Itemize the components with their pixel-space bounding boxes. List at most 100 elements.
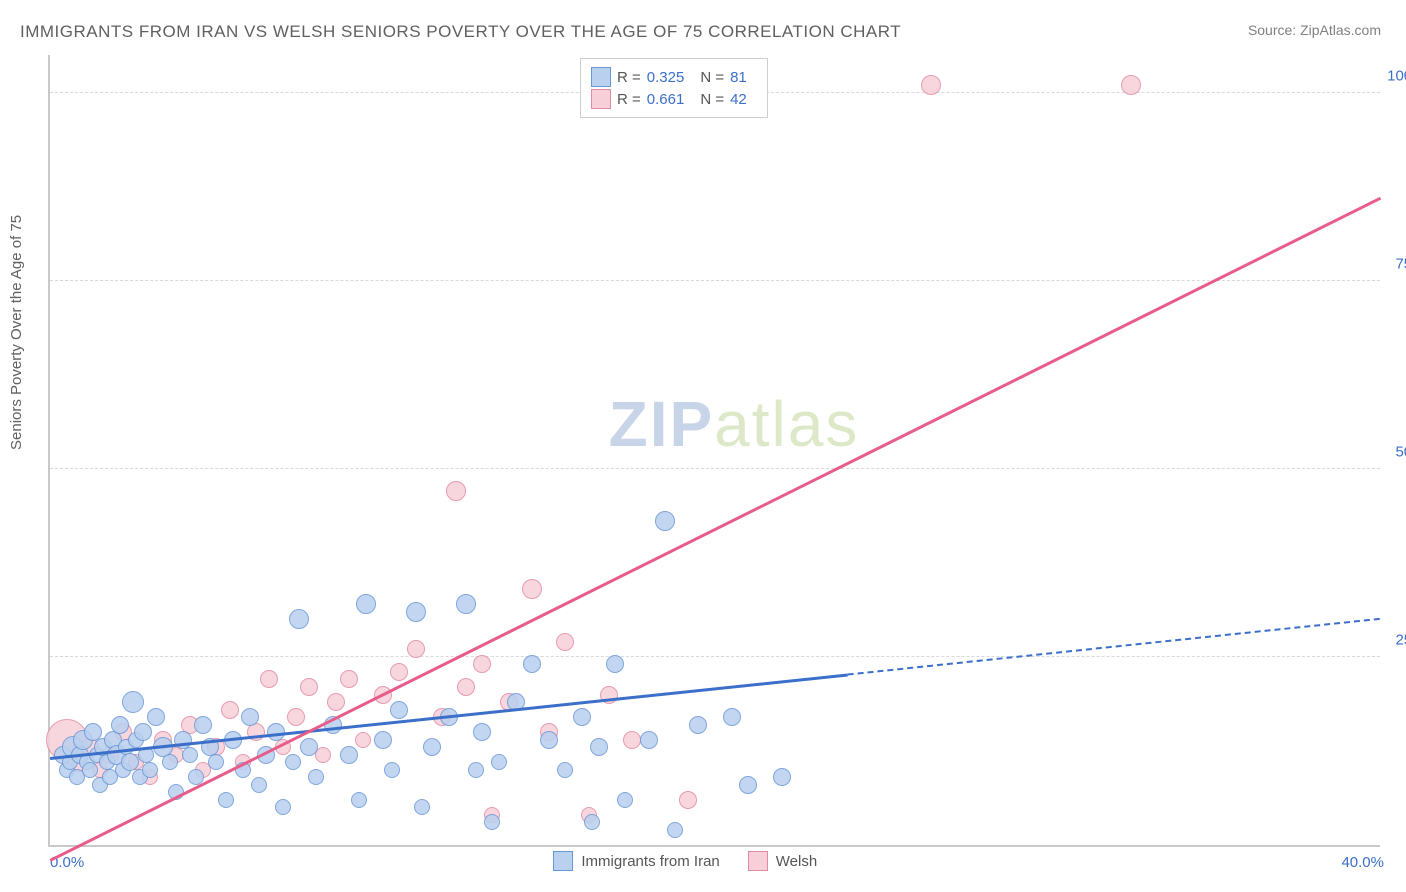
legend-n-label: N =: [700, 69, 724, 86]
data-point: [473, 723, 491, 741]
data-point: [251, 777, 267, 793]
legend-row: R = 0.661 N = 42: [591, 89, 757, 109]
data-point: [218, 792, 234, 808]
data-point: [221, 701, 239, 719]
data-point: [285, 754, 301, 770]
data-point: [406, 602, 426, 622]
data-point: [590, 738, 608, 756]
chart-plot-area: ZIPatlas 25.0%50.0%75.0%100.0%0.0%40.0%: [48, 55, 1380, 847]
y-axis-label: Seniors Poverty Over the Age of 75: [8, 215, 25, 450]
legend-n-value: 42: [730, 91, 747, 108]
data-point: [584, 814, 600, 830]
y-tick-label: 50.0%: [1386, 443, 1406, 460]
data-point: [446, 481, 466, 501]
data-point: [275, 799, 291, 815]
correlation-legend: R = 0.325 N = 81 R = 0.661 N = 42: [580, 58, 768, 118]
legend-r-value: 0.325: [647, 69, 685, 86]
y-tick-label: 25.0%: [1386, 631, 1406, 648]
y-tick-label: 100.0%: [1386, 67, 1406, 84]
legend-item: Welsh: [748, 851, 817, 871]
data-point: [208, 754, 224, 770]
legend-n-value: 81: [730, 69, 747, 86]
data-point: [457, 678, 475, 696]
data-point: [134, 723, 152, 741]
data-point: [1121, 75, 1141, 95]
data-point: [773, 768, 791, 786]
data-point: [351, 792, 367, 808]
trend-line: [50, 619, 1380, 758]
legend-swatch: [591, 67, 611, 87]
data-point: [260, 670, 278, 688]
x-tick-label: 40.0%: [1341, 854, 1384, 871]
data-point: [142, 762, 158, 778]
source-value: ZipAtlas.com: [1300, 22, 1381, 38]
legend-r-value: 0.661: [647, 91, 685, 108]
data-point: [384, 762, 400, 778]
data-point: [162, 754, 178, 770]
data-point: [390, 701, 408, 719]
data-point: [241, 708, 259, 726]
data-point: [540, 731, 558, 749]
data-point: [557, 762, 573, 778]
legend-row: R = 0.325 N = 81: [591, 67, 757, 87]
legend-swatch: [591, 89, 611, 109]
data-point: [356, 594, 376, 614]
data-point: [182, 747, 198, 763]
data-point: [390, 663, 408, 681]
data-point: [573, 708, 591, 726]
data-point: [606, 655, 624, 673]
data-point: [655, 511, 675, 531]
data-point: [523, 655, 541, 673]
legend-n-label: N =: [700, 91, 724, 108]
legend-r-label: R =: [617, 69, 641, 86]
data-point: [484, 814, 500, 830]
data-point: [414, 799, 430, 815]
data-point: [308, 769, 324, 785]
data-point: [667, 822, 683, 838]
data-point: [111, 716, 129, 734]
trend-line: [50, 198, 1380, 860]
data-point: [300, 678, 318, 696]
data-point: [287, 708, 305, 726]
legend-swatch: [553, 851, 573, 871]
legend-label: Welsh: [776, 853, 817, 870]
data-point: [407, 640, 425, 658]
data-point: [340, 746, 358, 764]
data-point: [289, 609, 309, 629]
data-point: [82, 762, 98, 778]
data-point: [147, 708, 165, 726]
data-point: [374, 731, 392, 749]
data-point: [456, 594, 476, 614]
data-point: [473, 655, 491, 673]
data-point: [617, 792, 633, 808]
data-point: [723, 708, 741, 726]
data-point: [739, 776, 757, 794]
data-point: [689, 716, 707, 734]
data-point: [423, 738, 441, 756]
gridline: [50, 468, 1380, 469]
data-point: [623, 731, 641, 749]
gridline: [50, 280, 1380, 281]
series-legend: Immigrants from Iran Welsh: [553, 851, 817, 871]
watermark-light: atlas: [714, 388, 859, 460]
gridline: [50, 656, 1380, 657]
data-point: [194, 716, 212, 734]
legend-label: Immigrants from Iran: [581, 853, 719, 870]
data-point: [340, 670, 358, 688]
data-point: [556, 633, 574, 651]
data-point: [640, 731, 658, 749]
data-point: [522, 579, 542, 599]
source-label: Source:: [1248, 22, 1296, 38]
watermark-bold: ZIP: [609, 388, 715, 460]
data-point: [327, 693, 345, 711]
y-tick-label: 75.0%: [1386, 255, 1406, 272]
data-point: [921, 75, 941, 95]
data-point: [491, 754, 507, 770]
legend-swatch: [748, 851, 768, 871]
data-point: [468, 762, 484, 778]
data-point: [355, 732, 371, 748]
data-point: [122, 691, 144, 713]
data-point: [679, 791, 697, 809]
watermark: ZIPatlas: [609, 387, 860, 461]
legend-r-label: R =: [617, 91, 641, 108]
